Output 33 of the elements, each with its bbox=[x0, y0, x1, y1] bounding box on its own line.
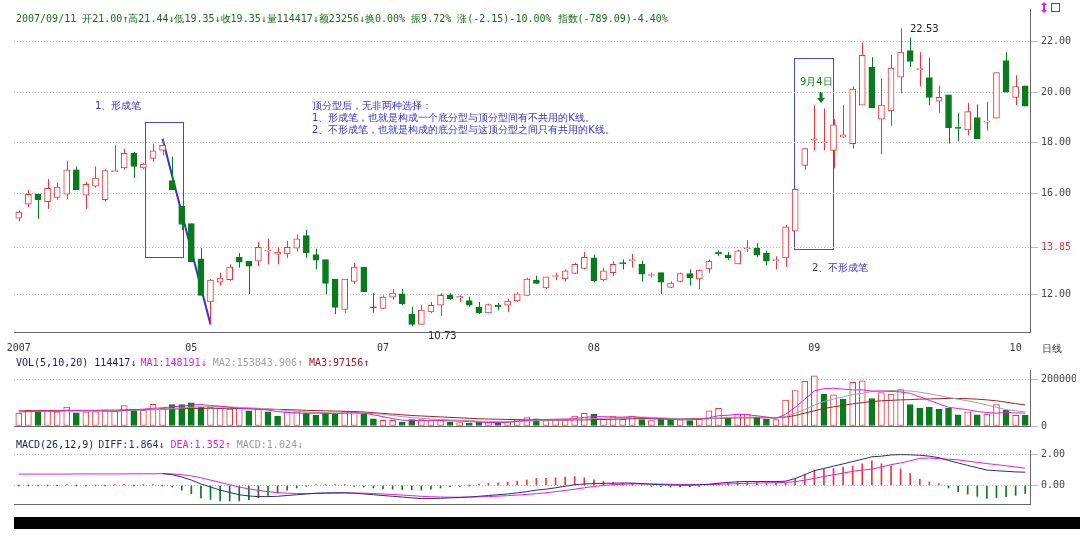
x-tick-label: 09 bbox=[808, 341, 821, 353]
y-tick-label: 18.00 bbox=[1041, 136, 1072, 148]
chart-subtitle: 2007/09/11 开21.00↑高21.44↓低19.35↓收19.35↓量114417↓额23256↓换0.00% 振9.72% 涨(-2.15)-10.00% 指数(-789.09)-4.40% bbox=[16, 13, 668, 24]
y-tick-label: 12.00 bbox=[1041, 287, 1072, 299]
y-tick-label: 200000 bbox=[1041, 372, 1078, 384]
annotation: 2、不形成笔 bbox=[812, 262, 869, 273]
text: MA2:153843.906↑ bbox=[212, 357, 303, 368]
y-tick-label: 16.00 bbox=[1041, 186, 1072, 198]
text: DIFF:1.864↓ bbox=[98, 439, 165, 450]
chart-title: VOL(5,10,20) 114417↓ bbox=[16, 357, 137, 368]
y-tick-label: 20.00 bbox=[1041, 85, 1072, 97]
text: MA3:97156↑ bbox=[308, 357, 370, 368]
text: MA1:148191↓ bbox=[140, 357, 207, 368]
y-tick-label: 22.00 bbox=[1041, 35, 1072, 47]
text: 日线 bbox=[1042, 343, 1062, 354]
y-tick-label: 2.00 bbox=[1041, 448, 1066, 460]
y-tick-label: 13.85 bbox=[1041, 241, 1072, 253]
x-tick-label: 08 bbox=[587, 341, 600, 353]
annotation: 22.53 bbox=[910, 23, 939, 34]
annotation: 2、不形成笔，也就是构成的底分型与这顶分型之间只有共用的K线。 bbox=[312, 124, 615, 135]
y-tick-label: 0 bbox=[1041, 419, 1048, 431]
x-tick-label: 07 bbox=[377, 341, 390, 353]
annotation: 1、形成笔 bbox=[95, 100, 142, 111]
annotation: 顶分型后，无非两种选择： bbox=[312, 100, 432, 111]
x-tick-label: 10 bbox=[1009, 341, 1022, 353]
x-tick-label: 2007 bbox=[6, 341, 31, 353]
x-tick-label: 05 bbox=[185, 341, 198, 353]
annotation: 1、形成笔，也就是构成一个底分型与顶分型间有不共用的K线。 bbox=[312, 112, 595, 123]
annotation: MACD:1.024↓ bbox=[236, 439, 303, 450]
text: DEA:1.352↑ bbox=[170, 439, 231, 450]
annotation: 9月4日 bbox=[800, 76, 833, 87]
y-tick-label: 0.00 bbox=[1041, 479, 1066, 491]
chart-title: MACD(26,12,9) bbox=[16, 439, 95, 450]
